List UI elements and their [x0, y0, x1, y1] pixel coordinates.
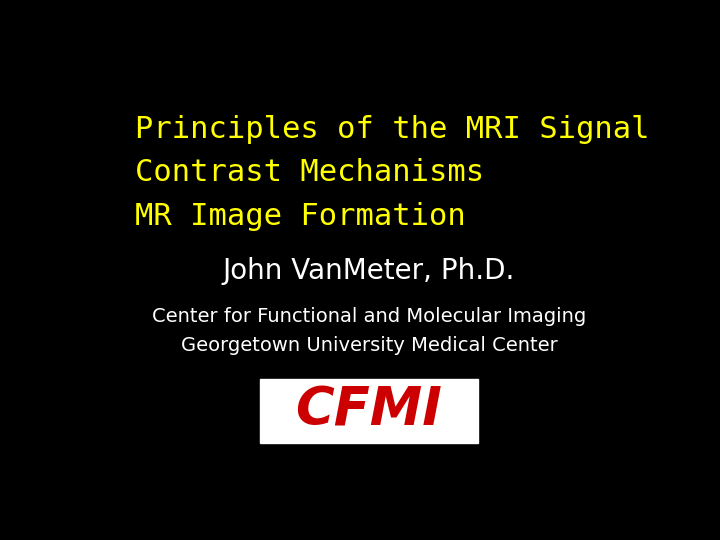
Text: Georgetown University Medical Center: Georgetown University Medical Center	[181, 336, 557, 355]
Text: CFMI: CFMI	[296, 385, 442, 437]
Text: Contrast Mechanisms: Contrast Mechanisms	[135, 158, 484, 187]
Text: Center for Functional and Molecular Imaging: Center for Functional and Molecular Imag…	[152, 307, 586, 326]
Text: Principles of the MRI Signal: Principles of the MRI Signal	[135, 114, 649, 144]
Text: John VanMeter, Ph.D.: John VanMeter, Ph.D.	[222, 256, 516, 285]
Bar	[260, 379, 478, 443]
Text: MR Image Formation: MR Image Formation	[135, 202, 465, 231]
